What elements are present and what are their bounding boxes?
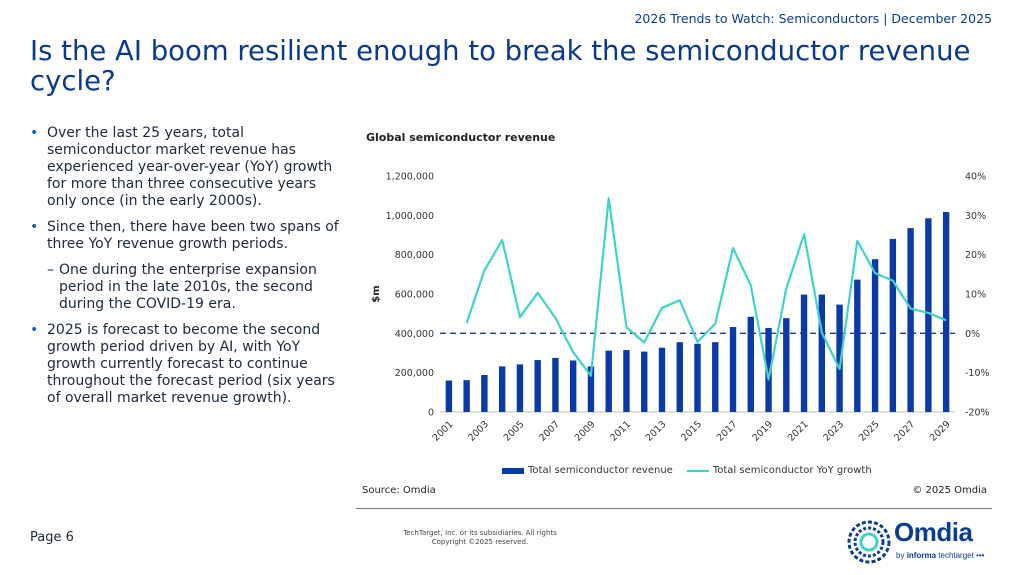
x-tick-label: 2019 <box>750 419 775 444</box>
bar-revenue-2004 <box>498 366 506 412</box>
bar-revenue-2001 <box>445 380 453 412</box>
bar-revenue-2003 <box>481 375 488 412</box>
y-left-tick-label: 600,000 <box>395 290 434 301</box>
y-left-tick-label: 400,000 <box>395 329 434 340</box>
bar-revenue-2024 <box>854 279 861 412</box>
legend-swatch-line <box>686 469 709 472</box>
bar-revenue-2010 <box>605 350 612 412</box>
chart-source: Source: Omdia <box>362 485 436 496</box>
y-axis-label: $m <box>371 285 382 302</box>
y-right-tick-label: 20% <box>965 250 986 261</box>
bar-revenue-2009 <box>587 366 595 412</box>
x-tick-label: 2005 <box>502 419 527 444</box>
logo-sub-brand: informa <box>906 551 937 560</box>
x-tick-label: 2017 <box>715 419 740 444</box>
bullet-marker: • <box>30 125 39 141</box>
revenue-chart: 0 200,000 400,000 600,000 800,000 1,000,000 1,… <box>371 172 990 444</box>
copyright-line-2: Copyright ©2025 reserved. <box>431 538 529 546</box>
x-tick-label: 2029 <box>928 419 953 444</box>
bar-revenue-2014 <box>676 342 683 412</box>
sub-bullet-item: – One during the enterprise expansion pe… <box>30 262 345 313</box>
y-left-tick-label: 0 <box>428 408 434 419</box>
bullet-text: Over the last 25 years, total semiconduc… <box>47 125 333 209</box>
y-left-tick-label: 800,000 <box>395 250 434 261</box>
page-title: Is the AI boom resilient enough to break… <box>30 35 971 97</box>
bar-revenue-2012 <box>641 351 648 412</box>
legend-label-revenue: Total semiconductor revenue <box>528 465 673 476</box>
x-tick-label: 2025 <box>857 419 882 444</box>
x-tick-label: 2001 <box>431 419 456 444</box>
bar-revenue-2026 <box>889 238 897 412</box>
y-right-tick-label: 30% <box>965 211 986 222</box>
bullet-marker: • <box>30 322 39 338</box>
bar-revenue-2019 <box>765 328 772 412</box>
bar-revenue-2015 <box>694 343 701 412</box>
x-tick-label: 2023 <box>821 419 846 444</box>
bar-revenue-2007 <box>552 357 559 412</box>
logo-sub-suffix: techtarget <box>938 551 974 560</box>
sub-bullet-marker: – <box>47 262 54 278</box>
x-tick-label: 2027 <box>892 419 917 444</box>
bar-revenue-2013 <box>658 347 666 412</box>
chart-legend: Total semiconductor revenue Total semico… <box>502 465 872 476</box>
omdia-logo: Omdia by informa techtarget ••• <box>846 517 996 565</box>
x-tick-label: 2007 <box>537 419 562 444</box>
y-left-tick-label: 200,000 <box>395 368 434 379</box>
page-number: Page 6 <box>30 530 74 545</box>
bullet-text: Since then, there have been two spans of… <box>47 219 339 252</box>
y-right-tick-label: 0% <box>965 329 980 340</box>
y-left-tick-label: 1,000,000 <box>386 211 434 222</box>
bar-revenue-2020 <box>783 318 790 412</box>
bullet-marker: • <box>30 219 39 235</box>
bullet-text: 2025 is forecast to become the second gr… <box>47 322 335 406</box>
y-right-tick-label: -20% <box>965 408 990 419</box>
bullet-item: • Since then, there have been two spans … <box>30 219 345 253</box>
bullet-item: • 2025 is forecast to become the second … <box>30 322 345 407</box>
chart-title: Global semiconductor revenue <box>366 131 556 144</box>
logo-wordmark: Omdia <box>894 517 973 547</box>
omdia-logo-icon <box>847 520 891 564</box>
legend-item-revenue: Total semiconductor revenue <box>502 465 673 476</box>
x-tick-label: 2021 <box>786 419 811 444</box>
bar-revenue-2011 <box>623 350 630 412</box>
bar-revenue-2005 <box>516 364 524 412</box>
y-right-tick-label: -10% <box>965 368 990 379</box>
bullet-list: • Over the last 25 years, total semicond… <box>30 125 345 416</box>
copyright-notice: TechTarget, Inc. or its subsidiaries. Al… <box>370 529 590 547</box>
chart-copyright: © 2025 Omdia <box>912 485 987 496</box>
y-left-tick-label: 1,200,000 <box>386 172 434 183</box>
logo-dots-icon: ••• <box>976 551 985 560</box>
bar-revenue-2028 <box>925 218 932 412</box>
growth-line <box>465 197 947 381</box>
bar-revenue-2029 <box>942 211 950 412</box>
bar-revenue-2027 <box>907 228 914 412</box>
bar-revenue-2023 <box>836 304 843 412</box>
bar-revenue-2002 <box>463 380 470 412</box>
y-right-tick-label: 40% <box>965 172 986 183</box>
x-tick-label: 2011 <box>608 419 633 444</box>
x-tick-label: 2013 <box>644 419 669 444</box>
bar-revenue-2018 <box>747 316 754 412</box>
logo-sub-prefix: by <box>896 551 905 560</box>
bullet-item: • Over the last 25 years, total semicond… <box>30 125 345 210</box>
x-tick-label: 2015 <box>679 419 704 444</box>
copyright-line-1: TechTarget, Inc. or its subsidiaries. Al… <box>403 529 557 537</box>
legend-swatch-bar <box>502 467 524 474</box>
footer-divider <box>356 508 992 509</box>
x-tick-label: 2009 <box>573 419 598 444</box>
header-tagline: 2026 Trends to Watch: Semiconductors | D… <box>634 11 992 26</box>
legend-item-growth: Total semiconductor YoY growth <box>686 465 872 476</box>
bar-revenue-2022 <box>818 294 826 412</box>
x-tick-label: 2003 <box>466 419 491 444</box>
legend-label-growth: Total semiconductor YoY growth <box>712 465 872 476</box>
logo-subline: by informa techtarget ••• <box>896 551 984 560</box>
bar-revenue-2017 <box>729 327 737 412</box>
bar-revenue-2021 <box>800 294 808 412</box>
y-right-tick-label: 10% <box>965 290 986 301</box>
bar-revenue-2008 <box>569 360 577 412</box>
sub-bullet-text: One during the enterprise expansion peri… <box>59 262 317 312</box>
bar-revenue-2006 <box>534 360 541 412</box>
bar-revenue-2025 <box>871 259 879 412</box>
bar-revenue-2016 <box>712 342 719 412</box>
